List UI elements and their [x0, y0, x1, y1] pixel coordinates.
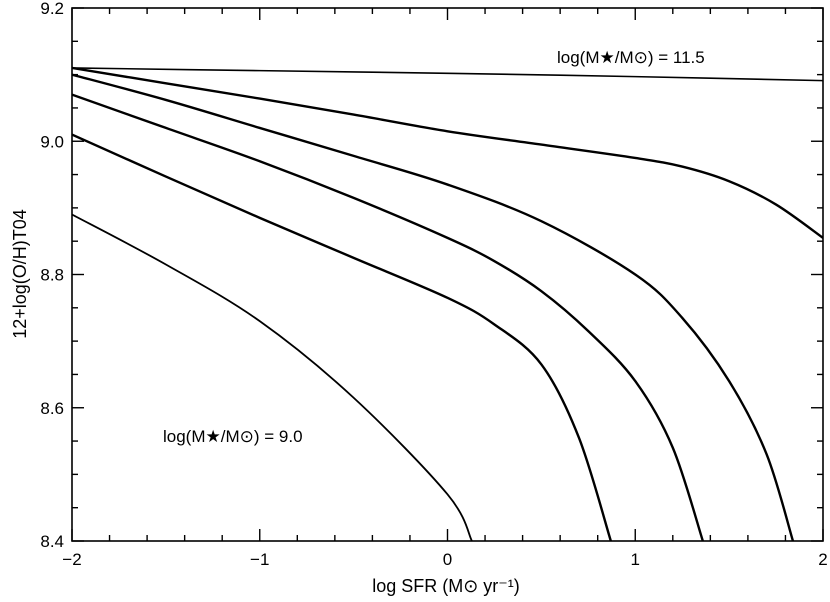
annotation-low-mass: log(M★/M⊙) = 9.0: [163, 427, 303, 446]
series-line-4: [72, 133, 612, 541]
tick-labels: −2 −1 0 1 2 8.4 8.6 8.8 9.0 9.2: [40, 0, 827, 569]
series-line-0: [72, 67, 823, 82]
series-line-5: [72, 213, 473, 541]
x-tick-label: −2: [62, 550, 81, 569]
x-tick-label: 0: [443, 550, 452, 569]
x-axis-label: log SFR (M⊙ yr⁻¹): [372, 576, 520, 596]
y-tick-label: 8.6: [40, 399, 64, 418]
y-axis-label: 12+log(O/H)T04: [10, 209, 30, 339]
series-line-2: [72, 73, 795, 541]
series-line-1: [72, 66, 823, 239]
y-tick-label: 9.2: [40, 0, 64, 18]
x-tick-label: 2: [818, 550, 827, 569]
x-tick-label: −1: [250, 550, 269, 569]
series-group: [72, 66, 823, 541]
axis-ticks: [71, 7, 824, 542]
series-line-3: [72, 93, 704, 541]
annotation-high-mass: log(M★/M⊙) = 11.5: [557, 48, 705, 67]
x-tick-label: 1: [631, 550, 640, 569]
y-tick-label: 8.4: [40, 532, 64, 551]
y-tick-label: 9.0: [40, 132, 64, 151]
y-tick-label: 8.8: [40, 266, 64, 285]
